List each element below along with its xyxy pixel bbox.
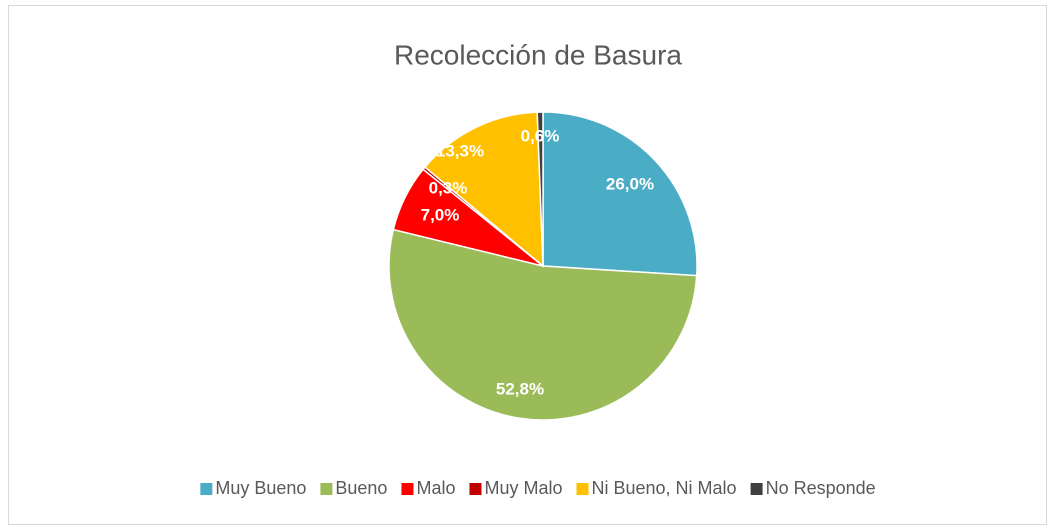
legend-label: Muy Malo bbox=[484, 478, 562, 498]
legend-label: Bueno bbox=[335, 478, 387, 498]
chart-title: Recolección de Basura bbox=[394, 39, 682, 70]
legend-label: Muy Bueno bbox=[215, 478, 306, 498]
pie-slice bbox=[423, 111, 544, 268]
legend-swatch bbox=[469, 483, 482, 495]
data-label: 0,6% bbox=[521, 126, 560, 145]
pie-slice bbox=[388, 228, 698, 421]
legend-label: Malo bbox=[416, 478, 455, 498]
legend-label: Ni Bueno, Ni Malo bbox=[592, 478, 737, 498]
pie-slice bbox=[536, 111, 544, 267]
pie-slice bbox=[542, 111, 698, 277]
legend-swatch bbox=[200, 483, 213, 495]
legend-swatch bbox=[576, 483, 589, 495]
legend-swatch bbox=[401, 483, 414, 495]
data-label: 52,8% bbox=[496, 379, 544, 398]
legend-label: No Responde bbox=[766, 478, 876, 498]
data-label: 0,3% bbox=[429, 178, 468, 197]
legend-swatch bbox=[750, 483, 763, 495]
data-label: 26,0% bbox=[606, 174, 654, 193]
data-label: 7,0% bbox=[421, 205, 460, 224]
legend-swatch bbox=[320, 483, 333, 495]
data-label: 13,3% bbox=[436, 141, 484, 160]
